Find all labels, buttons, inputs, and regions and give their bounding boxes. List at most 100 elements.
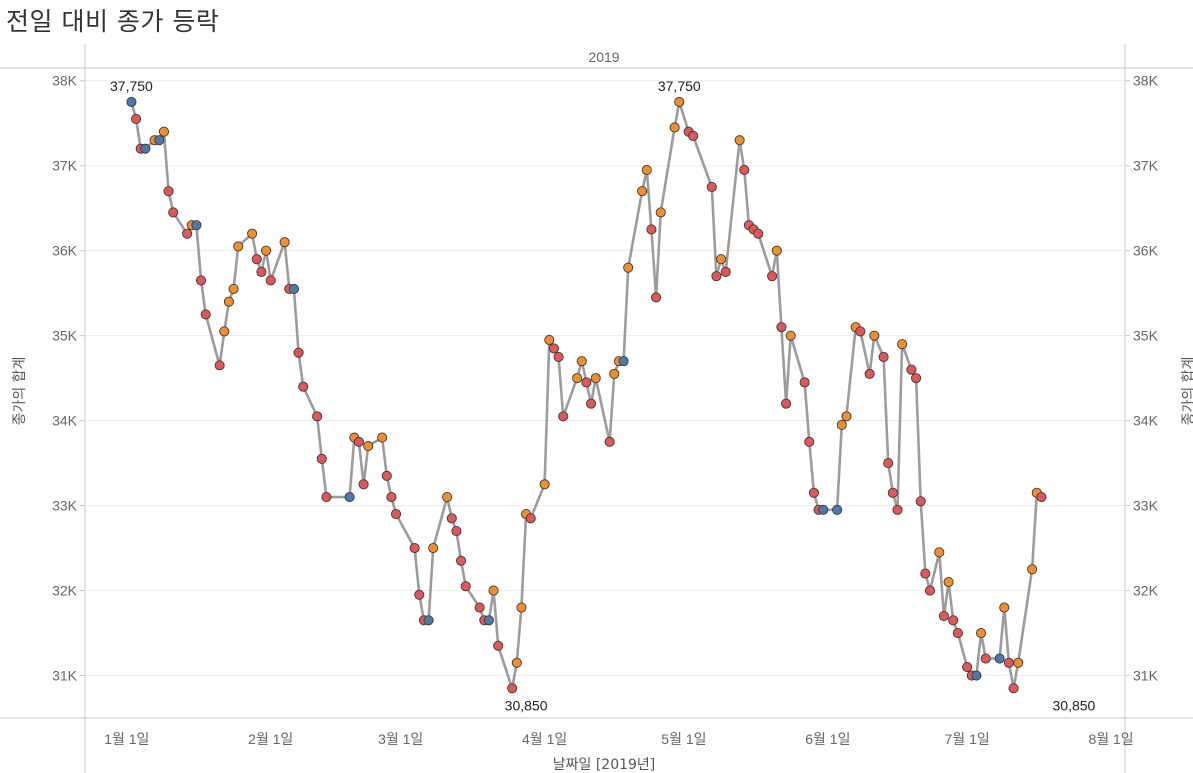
data-point	[980, 653, 991, 664]
series-line	[130, 100, 1043, 690]
data-point	[158, 126, 169, 137]
extreme-value-label: 30,850	[505, 697, 548, 713]
data-point	[572, 373, 583, 384]
data-point	[511, 657, 522, 668]
data-point	[191, 220, 202, 231]
x-tick-label: 6월 1일	[805, 731, 850, 747]
data-point	[423, 615, 434, 626]
data-point	[706, 181, 717, 193]
data-point	[938, 610, 949, 622]
data-point	[414, 589, 425, 600]
data-point	[344, 492, 355, 503]
x-tick-label: 8월 1일	[1088, 731, 1133, 747]
data-point	[279, 237, 290, 248]
x-tick-label: 4월 1일	[522, 731, 567, 747]
data-point	[1013, 657, 1024, 668]
data-point	[265, 275, 276, 286]
data-point	[911, 373, 922, 384]
x-axis-title: 날짜일 [2019년]	[553, 757, 656, 773]
x-tick-label: 5월 1일	[661, 731, 706, 747]
data-point	[196, 275, 207, 286]
y-tick-label: 33K	[1133, 498, 1159, 514]
extreme-value-label: 37,750	[658, 78, 701, 94]
data-point	[516, 602, 527, 613]
y-tick-label: 37K	[52, 158, 78, 174]
data-point	[442, 492, 453, 503]
data-point	[353, 436, 364, 447]
extreme-value-label: 30,850	[1053, 697, 1096, 713]
data-point	[256, 266, 267, 277]
data-points	[126, 96, 1047, 694]
y-tick-label: 35K	[52, 328, 78, 344]
data-point	[948, 615, 959, 626]
data-point	[386, 492, 397, 503]
data-point	[1027, 564, 1038, 575]
x-axis: 1월 1일 2월 1일 3월 1일 4월 1일 5월 1일 6월 1일 7월 1일 8월 1일	[104, 731, 1134, 747]
data-point	[391, 509, 402, 520]
data-point	[586, 398, 597, 409]
data-point	[720, 266, 731, 277]
data-point	[623, 262, 634, 273]
data-point	[711, 271, 722, 282]
data-point	[878, 351, 889, 362]
data-point	[548, 343, 559, 354]
data-point	[999, 602, 1010, 613]
data-point	[168, 207, 179, 218]
data-point	[228, 283, 239, 294]
data-point	[312, 411, 323, 422]
data-point	[233, 241, 244, 252]
data-point	[771, 245, 782, 256]
y-tick-label: 32K	[52, 583, 78, 599]
data-point	[855, 326, 866, 337]
data-point	[655, 207, 666, 218]
data-point	[836, 419, 847, 430]
x-tick-label: 7월 1일	[945, 731, 990, 747]
data-point	[674, 96, 685, 108]
data-point	[971, 670, 982, 681]
data-point	[952, 627, 963, 639]
data-point	[553, 351, 564, 362]
y-axis-left: 31K 32K 33K 34K 35K 36K 37K 38K	[52, 73, 85, 684]
data-point	[316, 453, 327, 464]
data-point	[140, 143, 151, 154]
annotations: 37,750 37,750 30,850 30,850	[110, 78, 1096, 713]
data-point	[200, 309, 211, 320]
data-point	[804, 436, 815, 447]
data-point	[214, 360, 225, 371]
data-point	[753, 228, 764, 239]
y-tick-label: 33K	[52, 498, 78, 514]
data-point	[767, 271, 778, 282]
data-point	[293, 347, 304, 358]
data-point	[799, 377, 810, 388]
data-point	[688, 130, 699, 142]
data-point	[474, 602, 485, 613]
y-tick-label: 38K	[52, 73, 78, 89]
x-tick-label: 1월 1일	[104, 731, 149, 747]
data-point	[298, 381, 309, 392]
y-axis-title-right: 종가의 합계	[1181, 357, 1193, 426]
data-point	[558, 411, 569, 422]
data-point	[915, 496, 926, 507]
data-point	[920, 568, 931, 579]
y-tick-label: 37K	[1133, 158, 1159, 174]
data-point	[841, 411, 852, 422]
data-point	[409, 543, 420, 554]
data-point	[924, 585, 936, 596]
y-tick-label: 34K	[1133, 413, 1159, 429]
data-point	[976, 627, 987, 639]
data-point	[897, 339, 908, 350]
y-tick-label: 36K	[1133, 243, 1159, 259]
y-tick-label: 34K	[52, 413, 78, 429]
data-point	[734, 135, 745, 146]
y-tick-label: 31K	[52, 668, 78, 684]
data-point	[1008, 683, 1019, 694]
data-point	[377, 432, 388, 443]
data-point	[507, 683, 518, 694]
data-point	[651, 292, 662, 303]
data-point	[934, 547, 945, 558]
data-point	[781, 398, 792, 409]
data-point	[131, 113, 142, 125]
data-point	[994, 653, 1005, 664]
data-point	[358, 479, 369, 490]
y-axis-right: 31K 32K 33K 34K 35K 36K 37K 38K	[1125, 73, 1159, 684]
